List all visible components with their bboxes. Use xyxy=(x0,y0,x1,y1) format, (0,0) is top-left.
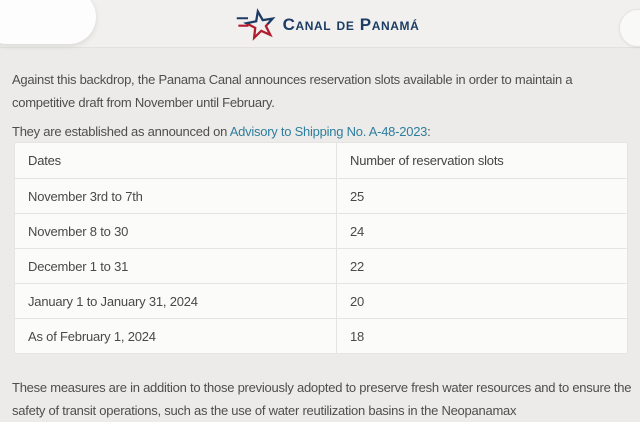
cell-slots: 20 xyxy=(336,283,628,319)
cell-dates: As of February 1, 2024 xyxy=(14,318,337,354)
canal-star-icon xyxy=(236,8,276,41)
cell-slots: 18 xyxy=(336,318,628,354)
table-row: December 1 to 31 22 xyxy=(14,248,628,284)
table-row: November 8 to 30 24 xyxy=(14,213,628,249)
header-bar: Canal de Panamá xyxy=(0,0,640,48)
table-row: November 3rd to 7th 25 xyxy=(14,178,628,214)
canal-de-panama-logo: Canal de Panamá xyxy=(236,3,420,44)
cell-slots: 24 xyxy=(336,213,628,249)
column-header-slots: Number of reservation slots xyxy=(336,142,628,179)
table-header-row: Dates Number of reservation slots xyxy=(14,142,628,179)
cell-dates: November 8 to 30 xyxy=(14,213,337,249)
logo-wordmark: Canal de Panamá xyxy=(282,14,420,34)
reservation-slots-table: Dates Number of reservation slots Novemb… xyxy=(14,142,628,354)
closing-paragraph: These measures are in addition to those … xyxy=(12,380,632,418)
cell-slots: 25 xyxy=(336,178,628,214)
cell-slots: 22 xyxy=(336,248,628,284)
cell-dates: December 1 to 31 xyxy=(14,248,337,284)
cell-dates: November 3rd to 7th xyxy=(14,178,337,214)
established-prefix: They are established as announced on xyxy=(12,124,230,139)
table-row: As of February 1, 2024 18 xyxy=(14,318,628,354)
column-header-dates: Dates xyxy=(14,142,337,179)
cell-dates: January 1 to January 31, 2024 xyxy=(14,283,337,319)
floating-widget-button[interactable] xyxy=(619,9,640,47)
established-paragraph: They are established as announced on Adv… xyxy=(12,120,634,143)
advisory-link[interactable]: Advisory to Shipping No. A-48-2023 xyxy=(229,124,428,139)
top-left-pill xyxy=(0,0,96,44)
established-suffix: : xyxy=(427,124,431,139)
intro-paragraph: Against this backdrop, the Panama Canal … xyxy=(12,72,573,110)
table-row: January 1 to January 31, 2024 20 xyxy=(14,283,628,319)
